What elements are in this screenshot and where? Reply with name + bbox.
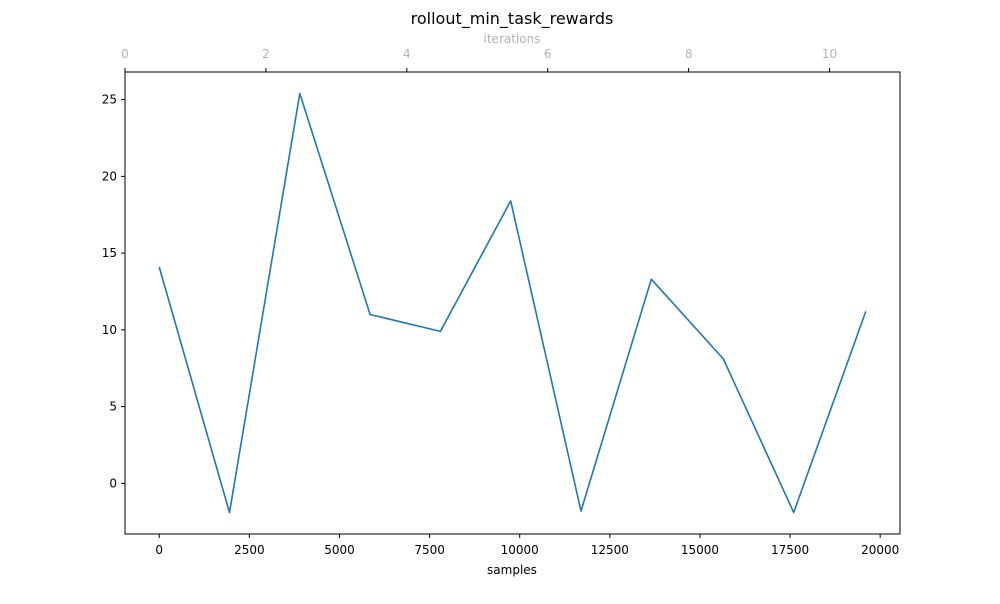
series-line — [158, 92, 867, 514]
y-tick-label: 0 — [109, 476, 117, 490]
y-tick-label: 5 — [109, 400, 117, 414]
secondary-x-tick-label: 8 — [685, 47, 693, 61]
x-tick-label: 17500 — [771, 543, 809, 557]
x-tick-label: 2500 — [234, 543, 265, 557]
x-tick-label: 7500 — [414, 543, 445, 557]
x-tick-label: 15000 — [681, 543, 719, 557]
x-tick-label: 0 — [155, 543, 163, 557]
chart-title: rollout_min_task_rewards — [411, 9, 614, 29]
secondary-x-tick-label: 6 — [544, 47, 552, 61]
x-tick-label: 20000 — [861, 543, 899, 557]
x-tick-label: 10000 — [501, 543, 539, 557]
x-axis-title: samples — [487, 563, 537, 577]
secondary-x-tick-label: 2 — [262, 47, 270, 61]
y-tick-label: 15 — [102, 246, 117, 260]
x-tick-label: 5000 — [324, 543, 355, 557]
secondary-x-tick-label: 10 — [822, 47, 837, 61]
secondary-x-tick-label: 0 — [121, 47, 129, 61]
plot-frame — [124, 71, 901, 535]
y-tick-label: 10 — [102, 323, 117, 337]
y-tick-label: 20 — [102, 169, 117, 183]
secondary-x-axis-title: iterations — [484, 32, 541, 46]
x-tick-label: 12500 — [591, 543, 629, 557]
y-tick-label: 25 — [102, 93, 117, 107]
secondary-x-tick-label: 4 — [403, 47, 411, 61]
